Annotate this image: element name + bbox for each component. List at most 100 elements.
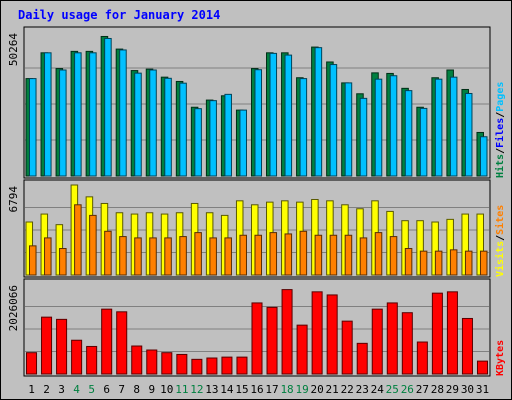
bar-pages-6 [104, 37, 112, 177]
bar-kbytes-19 [296, 324, 308, 375]
bar-sites-5 [89, 214, 97, 276]
bar-pages-23 [359, 97, 368, 177]
x-tick-label-21: 21 [326, 383, 339, 396]
bar-sites-21 [329, 234, 338, 276]
bar-pages-3 [59, 69, 67, 177]
x-tick-label-25: 25 [386, 383, 399, 396]
x-tick-label-29: 29 [446, 383, 459, 396]
bar-sites-23 [359, 237, 368, 276]
bar-kbytes-1 [26, 352, 38, 375]
bar-pages-27 [419, 107, 428, 177]
bar-pages-29 [449, 76, 458, 177]
bar-pages-1 [29, 78, 37, 177]
bar-kbytes-31 [476, 360, 489, 375]
bar-sites-16 [254, 234, 263, 276]
x-tick-label-16: 16 [250, 383, 263, 396]
x-tick-label-23: 23 [356, 383, 369, 396]
bar-kbytes-22 [341, 320, 353, 375]
bar-kbytes-13 [206, 357, 218, 375]
legend-hits-files-pages: Hits/Files/Pages [494, 82, 506, 178]
bar-pages-9 [149, 69, 157, 177]
axis-max-label: 50264 [7, 33, 20, 66]
x-tick-label-4: 4 [73, 383, 80, 396]
bar-kbytes-16 [251, 302, 263, 375]
bar-pages-15 [239, 109, 247, 177]
bar-kbytes-4 [71, 339, 83, 375]
bar-pages-10 [164, 77, 172, 177]
bar-sites-29 [449, 249, 458, 276]
bar-pages-28 [434, 78, 443, 177]
bar-sites-22 [344, 234, 353, 276]
x-tick-label-26: 26 [401, 383, 414, 396]
x-tick-label-27: 27 [416, 383, 429, 396]
bar-kbytes-26 [401, 312, 413, 375]
panel-hits-files-pages: 50264 Hits/Files/Pages [7, 26, 506, 179]
bar-sites-26 [404, 248, 413, 276]
bar-pages-12 [194, 108, 202, 177]
legend-separator: / [495, 148, 506, 154]
bar-kbytes-15 [236, 356, 248, 375]
bar-kbytes-21 [326, 294, 338, 375]
bar-sites-20 [314, 234, 323, 276]
bar-sites-10 [164, 237, 172, 276]
x-tick-label-15: 15 [235, 383, 248, 396]
bar-kbytes-12 [191, 358, 203, 375]
bar-sites-24 [374, 232, 383, 276]
x-tick-label-12: 12 [190, 383, 203, 396]
legend-entry-kbytes: KBytes [495, 340, 506, 376]
bar-pages-14 [224, 93, 232, 177]
bar-pages-20 [314, 47, 323, 177]
bar-kbytes-6 [101, 308, 113, 375]
x-tick-label-31: 31 [476, 383, 489, 396]
x-tick-label-19: 19 [295, 383, 308, 396]
bar-pages-31 [479, 136, 488, 177]
bar-kbytes-10 [161, 352, 173, 375]
x-tick-label-7: 7 [118, 383, 125, 396]
legend-entry-hits: Hits [494, 154, 506, 178]
bar-sites-27 [419, 250, 428, 276]
bar-kbytes-18 [281, 289, 293, 375]
bar-kbytes-25 [386, 302, 398, 375]
bar-pages-13 [209, 100, 217, 177]
bar-sites-18 [284, 233, 293, 276]
bar-pages-19 [299, 78, 308, 177]
bar-sites-30 [464, 250, 473, 276]
bar-pages-26 [404, 90, 413, 177]
bar-pages-25 [389, 75, 398, 177]
bar-kbytes-17 [266, 306, 278, 375]
x-tick-label-8: 8 [133, 383, 140, 396]
x-tick-label-24: 24 [371, 383, 385, 396]
bar-sites-9 [149, 237, 157, 276]
x-tick-label-22: 22 [341, 383, 354, 396]
bar-sites-13 [209, 237, 217, 276]
bar-pages-8 [134, 72, 142, 177]
x-tick-label-13: 13 [205, 383, 218, 396]
chart-title: Daily usage for January 2014 [18, 8, 220, 22]
x-tick-label-28: 28 [431, 383, 444, 396]
bar-kbytes-3 [56, 318, 68, 375]
x-tick-label-20: 20 [311, 383, 324, 396]
x-tick-label-2: 2 [43, 383, 50, 396]
bar-sites-31 [479, 250, 488, 276]
bar-sites-17 [269, 232, 278, 276]
bar-sites-14 [224, 237, 232, 276]
bar-sites-6 [104, 230, 112, 276]
axis-max-label: 6794 [7, 186, 20, 213]
x-axis-labels: 1 2 3 4 5 6 7 8 9 10 11 12 13 14 15 16 17 18 19 20 21 22 23 24 2… [28, 383, 489, 396]
bar-sites-1 [29, 245, 37, 276]
bar-kbytes-5 [86, 345, 98, 375]
bar-kbytes-30 [461, 317, 473, 375]
bar-kbytes-8 [131, 345, 143, 375]
legend-entry-sites: Sites [494, 205, 506, 235]
bar-kbytes-29 [446, 291, 458, 375]
bar-kbytes-14 [221, 356, 233, 375]
x-tick-label-17: 17 [265, 383, 278, 396]
chart-panels: 50264Hits/Files/Pages6794Visits/Sites202… [7, 26, 506, 377]
legend-separator: / [495, 235, 506, 241]
bar-kbytes-24 [371, 308, 383, 375]
x-tick-label-11: 11 [175, 383, 188, 396]
bar-pages-16 [254, 69, 263, 177]
x-tick-label-5: 5 [88, 383, 95, 396]
bar-pages-30 [464, 92, 473, 177]
